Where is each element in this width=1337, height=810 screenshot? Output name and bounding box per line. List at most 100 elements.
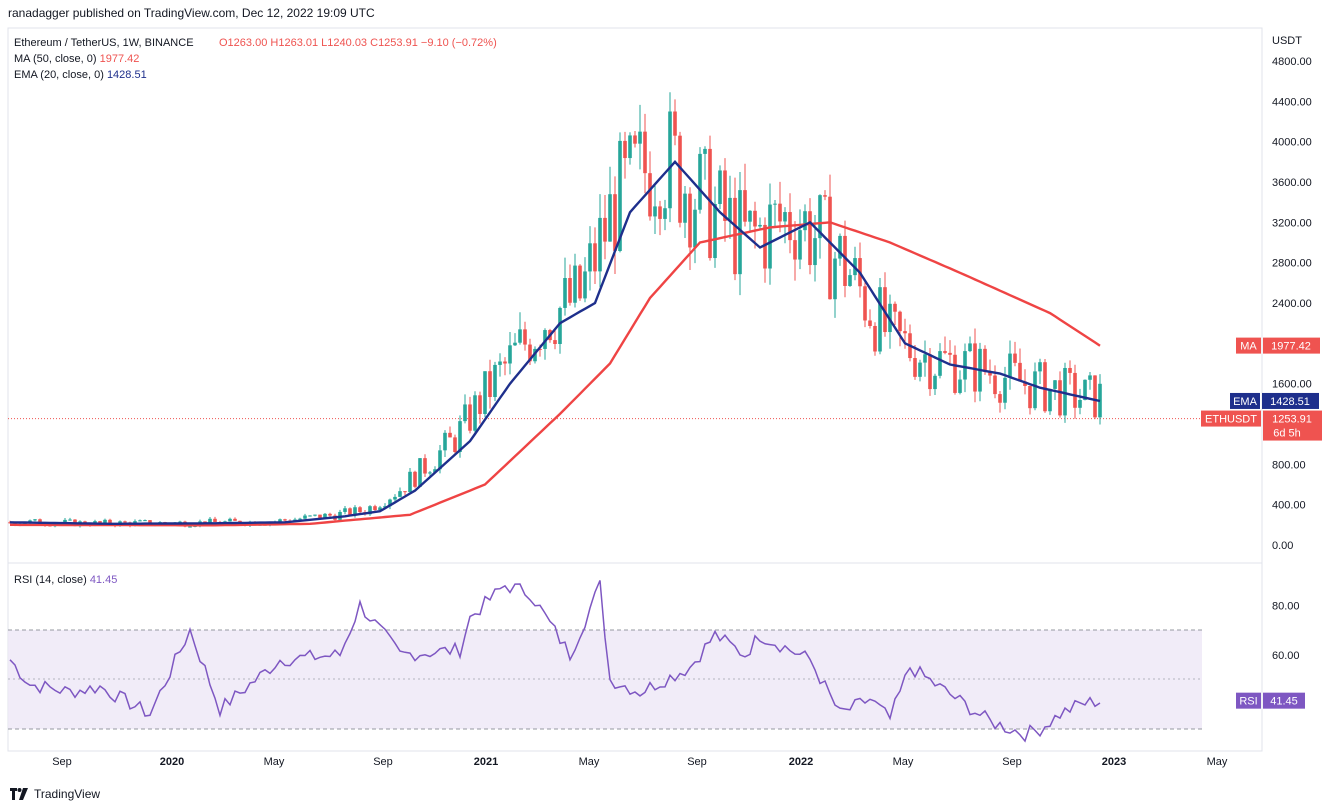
candle: [1018, 348, 1022, 382]
candle: [873, 322, 877, 356]
candle: [913, 344, 917, 380]
price-tick-label: 4800.00: [1272, 56, 1312, 68]
candle: [518, 312, 522, 345]
candle: [303, 513, 307, 520]
time-ticks: Sep 2020 May Sep 2021 May Sep 2022 May Sep 2023 May: [52, 756, 1228, 768]
candle: [723, 158, 727, 242]
price-tick-label: 800.00: [1272, 459, 1306, 471]
candle: [578, 264, 582, 301]
candle: [68, 517, 72, 521]
candle: [488, 359, 492, 409]
candle: [553, 330, 557, 350]
candle: [388, 498, 392, 510]
candle: [563, 257, 567, 316]
candle: [713, 186, 717, 268]
candle: [178, 520, 182, 523]
legend-ma: MA (50, close, 0) 1977.42: [14, 53, 139, 65]
candle: [138, 519, 142, 522]
candle: [358, 506, 362, 515]
candle: [933, 373, 937, 396]
rsi-tick-label: 80.00: [1272, 600, 1300, 612]
price-tick-label: 2800.00: [1272, 258, 1312, 270]
time-tick-label: May: [1207, 756, 1228, 768]
candle: [848, 269, 852, 287]
publisher-text: ranadagger published on TradingView.com,…: [8, 6, 375, 20]
price-tick-label: 400.00: [1272, 500, 1306, 512]
candle: [953, 345, 957, 395]
candle: [808, 198, 812, 275]
candle: [1038, 358, 1042, 384]
candle: [798, 209, 802, 270]
footer-brand: TradingView: [34, 787, 101, 801]
eth-weekly-chart[interactable]: Ethereum / TetherUS, 1W, BINANCE O1263.0…: [0, 0, 1337, 780]
candle: [1093, 375, 1097, 420]
candle: [778, 181, 782, 233]
candle: [503, 357, 507, 376]
candle: [703, 146, 707, 180]
ma-line: [10, 221, 1101, 527]
candle: [373, 504, 377, 512]
symbol-badge: ETHUSDT 1253.91 6d 5h: [1201, 410, 1322, 441]
rsi-badge-label: RSI: [1239, 696, 1257, 708]
candle: [728, 175, 732, 239]
candle: [123, 520, 127, 523]
candle: [958, 370, 962, 395]
tradingview-logo-icon: [10, 788, 28, 800]
candle: [893, 301, 897, 325]
candle: [213, 516, 217, 523]
candle: [653, 184, 657, 235]
symbol-badge-label-bg: [1201, 410, 1261, 427]
candle: [498, 353, 502, 377]
candle: [748, 210, 752, 231]
candle: [338, 509, 342, 520]
candle: [443, 430, 447, 458]
candle: [968, 336, 972, 353]
time-tick-label: 2021: [474, 756, 498, 768]
candle: [143, 519, 147, 522]
price-tick-label: 2400.00: [1272, 298, 1312, 310]
legend-rsi: RSI (14, close) 41.45: [14, 574, 117, 586]
candle: [743, 163, 747, 227]
candle: [478, 391, 482, 424]
candle: [508, 331, 512, 375]
candle: [398, 487, 402, 498]
candle: [948, 340, 952, 364]
candle: [883, 272, 887, 337]
candle: [343, 505, 347, 515]
time-tick-label: Sep: [1002, 756, 1022, 768]
legend-ema: EMA (20, close, 0) 1428.51: [14, 69, 147, 81]
ema-badge-value-bg: [1262, 392, 1319, 409]
candle: [868, 309, 872, 329]
candle: [428, 470, 432, 477]
candle: [393, 494, 397, 502]
candle: [718, 165, 722, 210]
time-tick-label: Sep: [52, 756, 72, 768]
candle: [898, 310, 902, 347]
candle: [583, 257, 587, 303]
candle: [643, 113, 647, 194]
candle: [1098, 374, 1102, 425]
price-tick-label: 1600.00: [1272, 379, 1312, 391]
candle: [1003, 366, 1007, 410]
candle: [308, 515, 312, 517]
candle: [408, 467, 412, 493]
candle: [788, 193, 792, 254]
candle: [233, 517, 237, 521]
candle: [648, 151, 652, 221]
ema-badge: EMA 1428.51: [1230, 392, 1319, 409]
candle: [603, 195, 607, 260]
price-tick-label: 3200.00: [1272, 217, 1312, 229]
candle: [918, 359, 922, 382]
candle: [1028, 385, 1032, 415]
price-ticks: 4800.00 4400.00 4000.00 3600.00 3200.00 2800.…: [1272, 56, 1312, 552]
publisher-header: ranadagger published on TradingView.com,…: [8, 6, 375, 24]
ma-badge-value: 1977.42: [1271, 341, 1311, 353]
candle: [1048, 388, 1052, 415]
candle: [853, 246, 857, 281]
candle: [493, 361, 497, 402]
ma-badge-value-bg: [1263, 337, 1320, 354]
ema-badge-value: 1428.51: [1270, 396, 1310, 408]
candle: [613, 176, 617, 274]
candle: [638, 104, 642, 170]
candle: [823, 190, 827, 201]
